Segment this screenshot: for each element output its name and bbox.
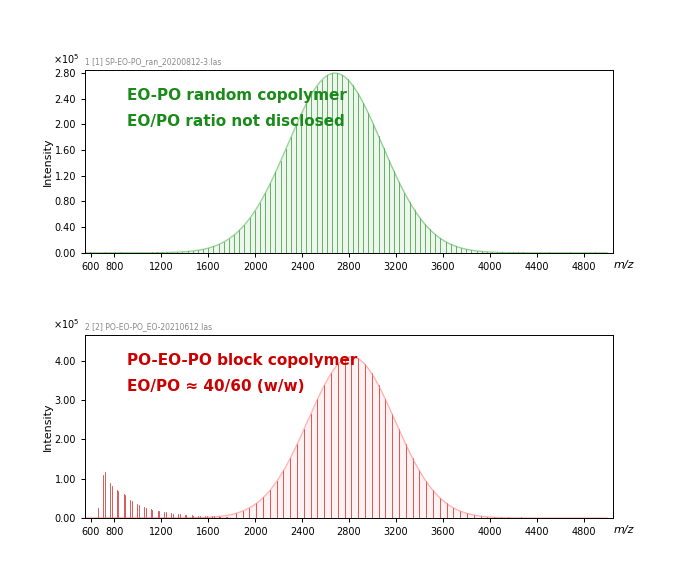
Text: PO-EO-PO block copolymer: PO-EO-PO block copolymer	[127, 353, 358, 368]
Text: $\times10^5$: $\times10^5$	[53, 318, 80, 331]
Text: 2 [2] PO-EO-PO_EO-20210612.las: 2 [2] PO-EO-PO_EO-20210612.las	[85, 322, 212, 331]
Text: EO/PO ratio not disclosed: EO/PO ratio not disclosed	[127, 113, 345, 129]
Text: EO/PO ≈ 40/60 (w/w): EO/PO ≈ 40/60 (w/w)	[127, 379, 305, 394]
Text: EO-PO random copolymer: EO-PO random copolymer	[127, 88, 347, 103]
Y-axis label: Intensity: Intensity	[43, 137, 53, 186]
Text: m/z: m/z	[614, 526, 635, 535]
Text: m/z: m/z	[614, 260, 635, 270]
Text: 1 [1] SP-EO-PO_ran_20200812-3.las: 1 [1] SP-EO-PO_ran_20200812-3.las	[85, 57, 221, 66]
Y-axis label: Intensity: Intensity	[43, 402, 53, 451]
Text: $\times10^5$: $\times10^5$	[53, 52, 80, 66]
